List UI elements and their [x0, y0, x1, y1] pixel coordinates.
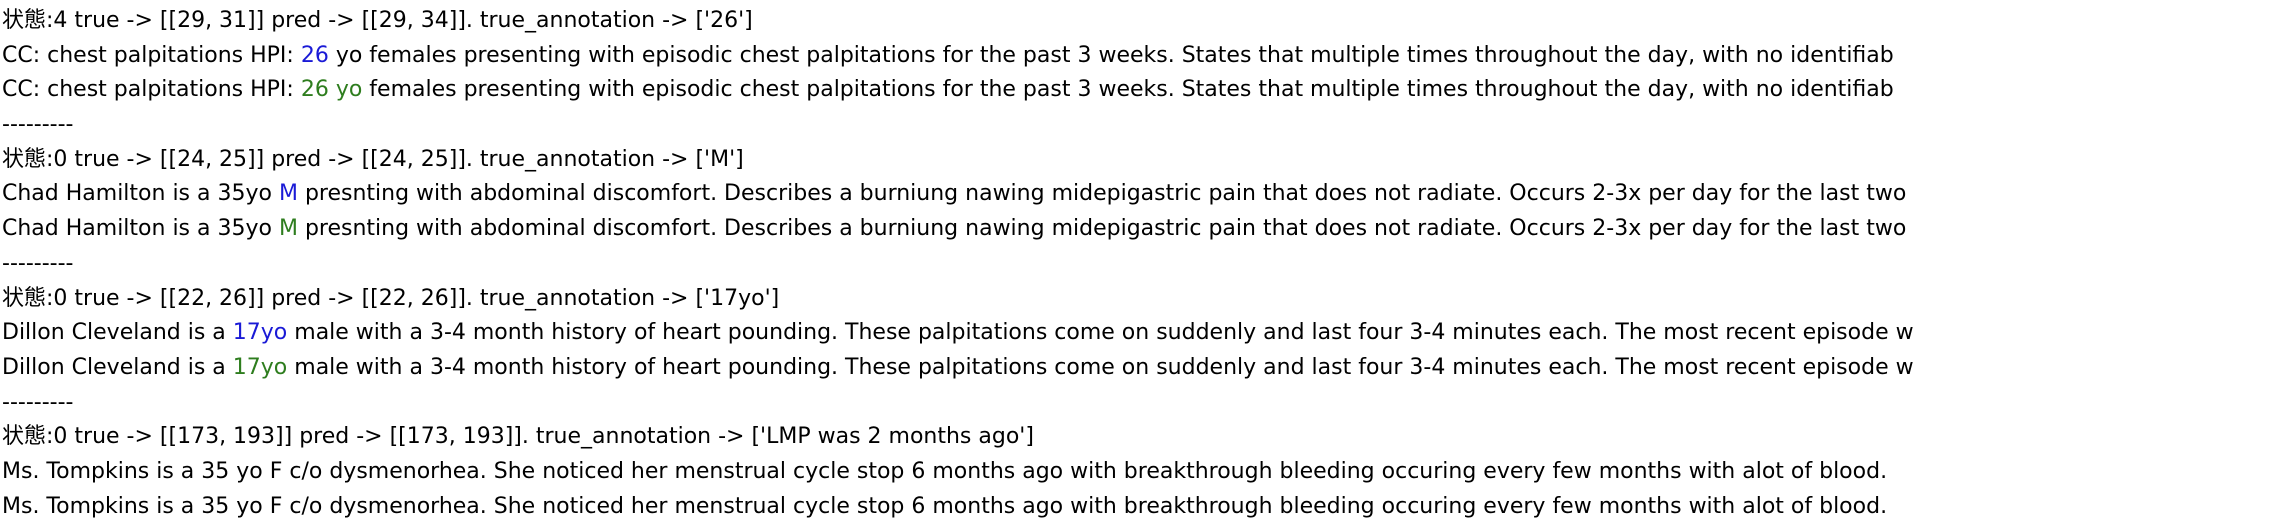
annotation-header: 状態:0 true -> [[24, 25]] pred -> [[24, 25… [2, 146, 744, 172]
annotation-header: 状態:0 true -> [[173, 193]] pred -> [[173,… [2, 424, 1034, 450]
text-before: Ms. Tompkins is a 35 yo F c/o dysmenorhe… [2, 493, 1888, 519]
true-span-highlight: M [278, 181, 298, 207]
separator: --------- [2, 250, 74, 276]
text-before: CC: chest palpitations HPI: [2, 77, 301, 103]
text-before: Ms. Tompkins is a 35 yo F c/o dysmenorhe… [2, 458, 1888, 484]
true-annotation-line: Chad Hamilton is a 35yo M presnting with… [2, 177, 2290, 212]
text-after: yo females presenting with episodic ches… [328, 42, 1894, 68]
pred-annotation-line: Ms. Tompkins is a 35 yo F c/o dysmenorhe… [2, 490, 2290, 525]
true-annotation-line: Ms. Tompkins is a 35 yo F c/o dysmenorhe… [2, 455, 2290, 490]
true-span-highlight: 17yo [232, 320, 288, 346]
text-before: Chad Hamilton is a 35yo [2, 181, 279, 207]
annotation-header: 状態:4 true -> [[29, 31]] pred -> [[29, 34… [2, 8, 753, 33]
pred-annotation-line: CC: chest palpitations HPI: 26 yo female… [2, 73, 2290, 108]
text-after: presnting with abdominal discomfort. Des… [297, 181, 1907, 207]
pred-span-highlight: 17yo [232, 354, 288, 380]
text-after: presnting with abdominal discomfort. Des… [297, 216, 1907, 242]
text-after: females presenting with episodic chest p… [362, 77, 1894, 103]
true-annotation-line: Dillon Cleveland is a 17yo male with a 3… [2, 316, 2290, 351]
pred-annotation-line: Dillon Cleveland is a 17yo male with a 3… [2, 351, 2290, 386]
text-before: Dillon Cleveland is a [2, 354, 233, 380]
text-after: male with a 3-4 month history of heart p… [287, 354, 1914, 380]
true-annotation-line: CC: chest palpitations HPI: 26 yo female… [2, 39, 2290, 74]
text-before: Dillon Cleveland is a [2, 320, 233, 346]
text-after: male with a 3-4 month history of heart p… [287, 320, 1914, 346]
text-before: Chad Hamilton is a 35yo [2, 216, 279, 242]
separator: --------- [2, 389, 74, 415]
pred-span-highlight: 26 yo [300, 77, 363, 103]
annotation-header: 状態:0 true -> [[22, 26]] pred -> [[22, 26… [2, 285, 780, 311]
text-before: CC: chest palpitations HPI: [2, 42, 301, 68]
true-span-highlight: 26 [300, 42, 329, 68]
separator: --------- [2, 112, 74, 138]
pred-annotation-line: Chad Hamilton is a 35yo M presnting with… [2, 212, 2290, 247]
pred-span-highlight: M [278, 216, 298, 242]
